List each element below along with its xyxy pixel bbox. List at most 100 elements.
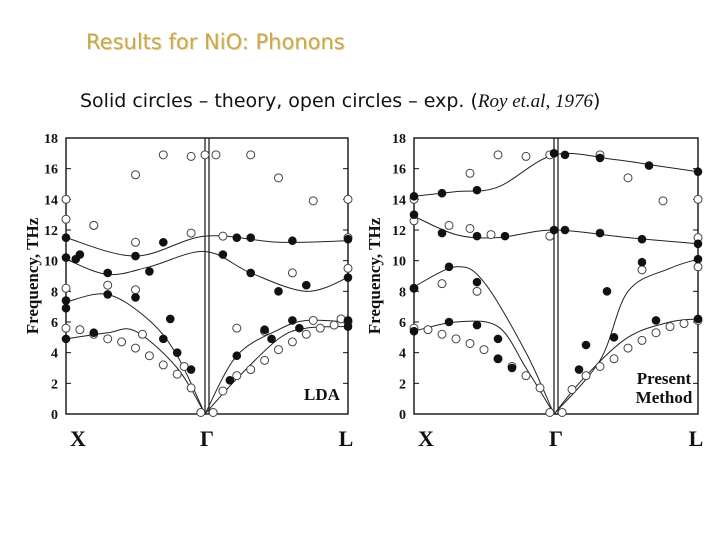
- y-tick-label: 10: [44, 255, 58, 270]
- y-tick-label: 18: [44, 132, 58, 147]
- theory-point: [472, 185, 482, 195]
- experiment-point: [545, 231, 555, 241]
- experiment-point: [260, 355, 270, 365]
- experiment-point: [557, 407, 567, 417]
- k-point-label: L: [689, 426, 704, 451]
- experiment-point: [144, 351, 154, 361]
- theory-point: [103, 268, 112, 278]
- experiment-point: [186, 383, 196, 393]
- panel-label-line: Present: [637, 369, 692, 388]
- panel-label-line: Method: [636, 388, 693, 407]
- experiment-point: [623, 343, 633, 353]
- theory-point: [159, 237, 168, 247]
- experiment-point: [61, 283, 71, 293]
- experiment-point: [437, 279, 447, 289]
- experiment-point: [246, 365, 256, 375]
- theory-point: [145, 267, 154, 276]
- y-tick-label: 2: [51, 377, 58, 392]
- y-tick-label: 2: [399, 377, 406, 392]
- theory-curve: [65, 293, 206, 415]
- experiment-point: [595, 361, 605, 371]
- experiment-point: [287, 337, 297, 347]
- experiment-point: [103, 334, 113, 344]
- theory-point: [218, 250, 228, 259]
- theory-point: [595, 228, 605, 238]
- y-tick-label: 6: [51, 316, 58, 331]
- theory-point: [61, 233, 71, 242]
- theory-point: [409, 210, 419, 219]
- theory-point: [246, 233, 255, 242]
- theory-point: [581, 340, 591, 350]
- experiment-point: [623, 173, 633, 183]
- y-tick-label: 8: [51, 285, 58, 300]
- theory-point: [602, 287, 612, 296]
- experiment-point: [89, 220, 99, 230]
- experiment-point: [437, 329, 447, 339]
- theory-point: [644, 161, 654, 170]
- experiment-point: [315, 323, 325, 333]
- theory-point: [693, 254, 703, 264]
- experiment-point: [451, 334, 461, 344]
- experiment-point: [521, 151, 531, 161]
- experiment-point: [211, 150, 221, 160]
- experiment-point: [117, 337, 127, 347]
- experiment-point: [637, 335, 647, 345]
- theory-point: [472, 231, 482, 241]
- theory-point: [232, 351, 242, 361]
- y-tick-label: 14: [392, 193, 406, 208]
- experiment-point: [665, 322, 675, 332]
- experiment-point: [208, 407, 218, 417]
- experiment-point: [287, 268, 297, 278]
- y-tick-label: 6: [399, 316, 406, 331]
- experiment-point: [232, 323, 242, 333]
- theory-point: [549, 225, 559, 235]
- subtitle-end: ): [592, 90, 601, 112]
- experiment-point: [308, 315, 318, 325]
- experiment-point: [343, 263, 353, 273]
- experiment-point: [186, 151, 196, 161]
- theory-point: [437, 228, 447, 238]
- theory-point: [693, 239, 703, 249]
- theory-point: [437, 188, 447, 198]
- theory-point: [507, 363, 517, 373]
- theory-point: [75, 250, 85, 259]
- theory-point: [131, 251, 140, 261]
- panel-label: LDA: [304, 385, 341, 404]
- theory-point: [693, 314, 703, 324]
- experiment-point: [581, 371, 591, 381]
- theory-point: [409, 283, 419, 293]
- theory-point: [295, 323, 304, 333]
- theory-point: [693, 167, 703, 177]
- y-tick-label: 4: [51, 347, 58, 362]
- theory-point: [61, 296, 71, 305]
- theory-point: [444, 262, 454, 272]
- y-tick-label: 14: [44, 193, 58, 208]
- experiment-point: [301, 329, 311, 339]
- y-tick-label: 10: [392, 255, 406, 270]
- theory-point: [574, 365, 584, 374]
- experiment-point: [218, 231, 228, 241]
- theory-point: [288, 316, 297, 325]
- theory-point: [172, 348, 182, 357]
- experiment-point: [545, 407, 555, 417]
- experiment-point: [651, 328, 661, 338]
- theory-point: [267, 334, 276, 344]
- theory-curve: [413, 152, 699, 197]
- theory-point: [493, 354, 503, 364]
- theory-curve: [413, 266, 555, 415]
- y-axis-label: Frequency, THz: [23, 217, 42, 334]
- theory-point: [409, 326, 419, 336]
- experiment-point: [131, 285, 140, 295]
- experiment-point: [103, 280, 113, 290]
- y-tick-label: 0: [399, 408, 406, 423]
- experiment-point: [423, 325, 433, 335]
- experiment-point: [246, 150, 256, 160]
- experiment-point: [658, 196, 668, 206]
- theory-point: [444, 317, 454, 327]
- experiment-point: [535, 383, 545, 393]
- experiment-point: [200, 150, 210, 160]
- theory-point: [159, 334, 168, 344]
- y-tick-label: 16: [44, 163, 58, 178]
- experiment-point: [609, 354, 619, 364]
